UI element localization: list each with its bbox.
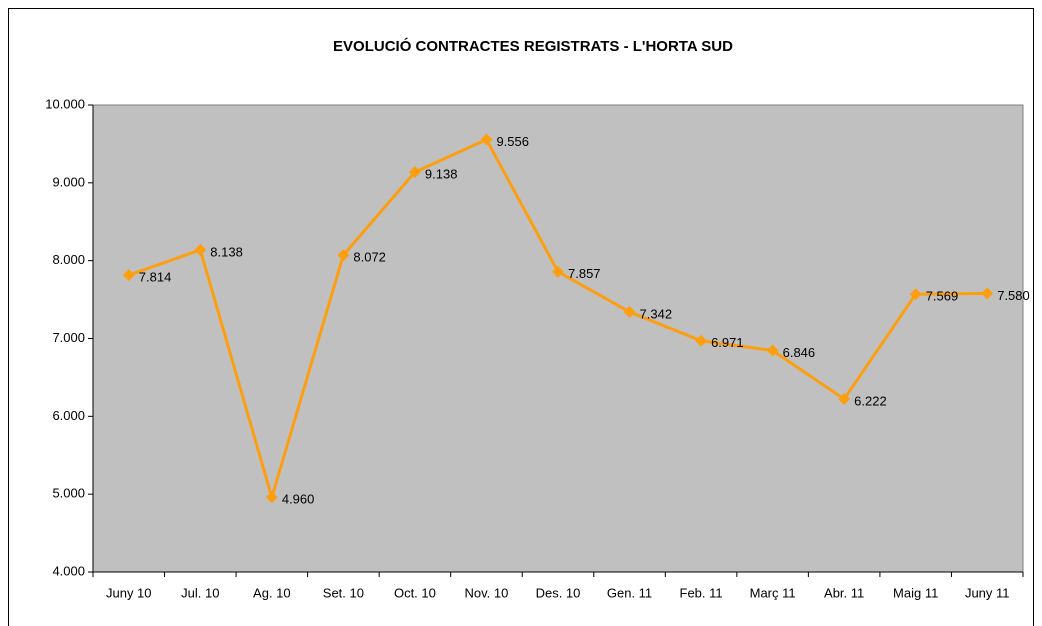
data-point	[194, 243, 207, 256]
data-label: 7.342	[640, 306, 673, 321]
data-label: 4.960	[282, 492, 315, 507]
x-tick-label: Ag. 10	[253, 585, 291, 600]
data-point	[695, 334, 708, 347]
data-label: 7.569	[926, 289, 959, 304]
data-label: 6.846	[783, 345, 816, 360]
x-tick-label: Gen. 11	[607, 585, 652, 600]
y-tick-label: 10.000	[45, 96, 85, 111]
data-label: 7.814	[139, 270, 172, 285]
data-point	[337, 249, 350, 262]
data-point	[408, 166, 421, 179]
data-label: 8.072	[353, 250, 386, 265]
x-tick-label: Jul. 10	[181, 585, 219, 600]
x-tick-label: Des. 10	[536, 585, 581, 600]
y-tick-label: 8.000	[52, 252, 85, 267]
data-label: 6.222	[854, 393, 887, 408]
data-point	[838, 393, 851, 406]
x-tick-label: Abr. 11	[824, 585, 864, 600]
data-label: 9.556	[496, 134, 529, 149]
x-tick-label: Maig 11	[893, 585, 938, 600]
data-point	[766, 344, 779, 357]
x-tick-label: Nov. 10	[465, 585, 509, 600]
data-label: 8.138	[210, 244, 243, 259]
y-tick-label: 7.000	[52, 330, 85, 345]
data-point	[909, 288, 922, 301]
x-tick-label: Juny 10	[106, 585, 152, 600]
data-label: 7.580	[997, 288, 1030, 303]
y-tick-label: 5.000	[52, 486, 85, 501]
data-point	[265, 491, 278, 504]
chart-title: EVOLUCIÓ CONTRACTES REGISTRATS - L'HORTA…	[333, 37, 733, 55]
y-tick-label: 6.000	[52, 408, 85, 423]
y-tick-label: 4.000	[52, 563, 85, 578]
data-label: 7.857	[568, 266, 601, 281]
x-tick-label: Juny 11	[965, 585, 1010, 600]
data-point	[480, 133, 493, 146]
y-tick-label: 9.000	[52, 174, 85, 189]
x-tick-label: Març 11	[750, 585, 796, 600]
data-point	[623, 305, 636, 318]
x-tick-label: Oct. 10	[394, 585, 436, 600]
x-tick-label: Feb. 11	[680, 585, 723, 600]
data-point	[122, 269, 135, 282]
data-label: 9.138	[425, 167, 458, 182]
data-label: 6.971	[711, 335, 744, 350]
plot-area	[92, 104, 1024, 573]
data-point	[981, 287, 994, 300]
x-tick-label: Set. 10	[323, 585, 364, 600]
data-point	[552, 265, 564, 278]
